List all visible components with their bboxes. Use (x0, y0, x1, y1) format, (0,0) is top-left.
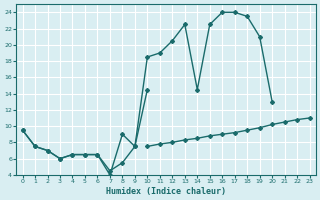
X-axis label: Humidex (Indice chaleur): Humidex (Indice chaleur) (106, 187, 226, 196)
